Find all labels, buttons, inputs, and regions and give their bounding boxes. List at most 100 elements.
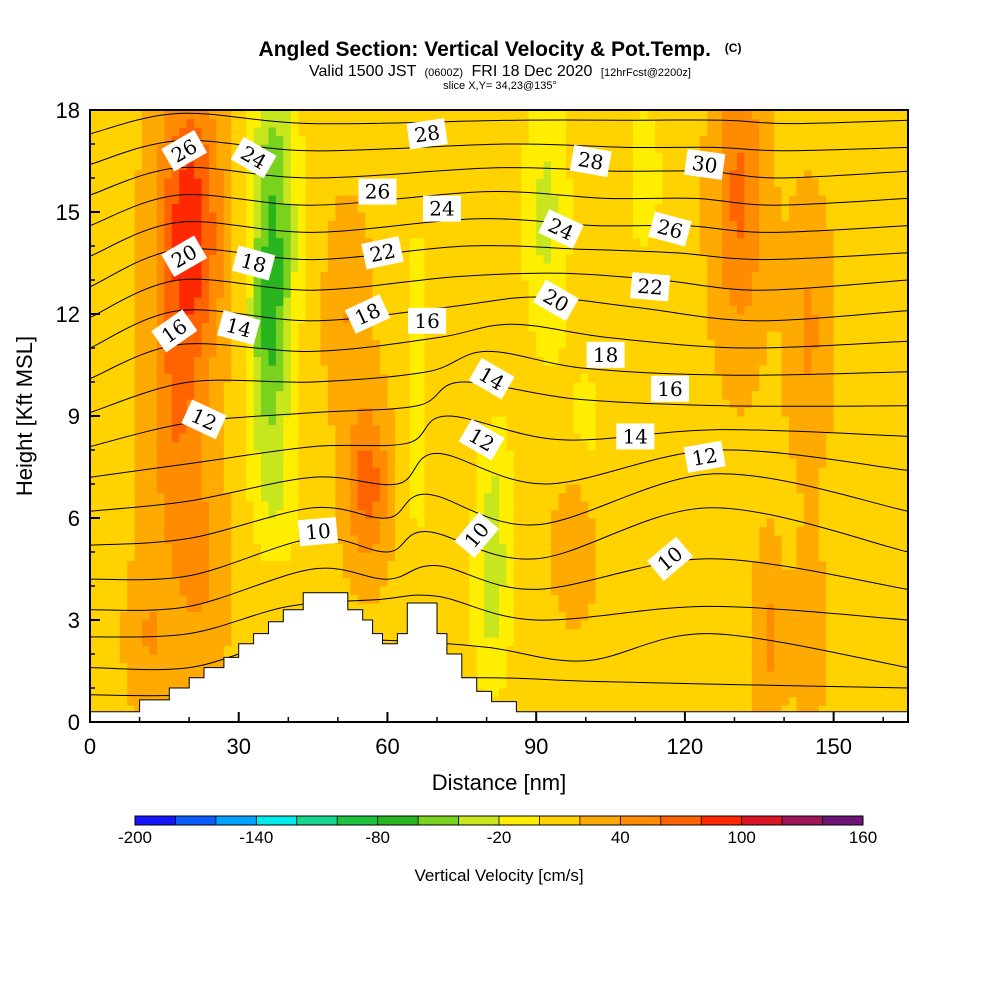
velocity-cell — [342, 195, 351, 205]
velocity-cell — [164, 127, 173, 137]
velocity-cell — [268, 416, 277, 426]
velocity-cell — [275, 127, 284, 137]
velocity-cell — [179, 509, 188, 519]
velocity-cell — [201, 543, 210, 553]
velocity-cell — [142, 518, 151, 528]
velocity-cell — [253, 467, 262, 477]
velocity-cell — [261, 416, 270, 426]
velocity-cell — [142, 322, 151, 332]
velocity-cell — [350, 339, 359, 349]
velocity-cell — [127, 501, 136, 511]
velocity-cell — [424, 569, 433, 579]
velocity-cell — [327, 501, 336, 511]
velocity-cell — [164, 484, 173, 494]
velocity-cell — [565, 407, 574, 417]
velocity-cell — [513, 322, 522, 332]
velocity-cell — [186, 314, 195, 324]
velocity-cell — [253, 620, 262, 630]
velocity-cell — [394, 280, 403, 290]
velocity-cell — [216, 203, 225, 213]
velocity-cell — [387, 152, 396, 162]
velocity-cell — [402, 628, 411, 638]
velocity-cell — [491, 399, 500, 409]
velocity-cell — [223, 509, 232, 519]
velocity-cell — [528, 271, 537, 281]
velocity-cell — [469, 390, 478, 400]
velocity-cell — [171, 586, 180, 596]
velocity-cell — [275, 560, 284, 570]
velocity-cell — [365, 518, 374, 528]
velocity-cell — [588, 535, 597, 545]
velocity-cell — [565, 552, 574, 562]
velocity-cell — [201, 178, 210, 188]
velocity-cell — [499, 577, 508, 587]
velocity-cell — [476, 628, 485, 638]
velocity-cell — [171, 110, 180, 120]
velocity-cell — [439, 161, 448, 171]
velocity-cell — [179, 433, 188, 443]
velocity-cell — [179, 220, 188, 230]
velocity-cell — [469, 144, 478, 154]
velocity-cell — [164, 365, 173, 375]
velocity-cell — [484, 118, 493, 128]
velocity-cell — [350, 518, 359, 528]
velocity-cell — [231, 509, 240, 519]
velocity-cell — [499, 518, 508, 528]
velocity-cell — [350, 543, 359, 553]
velocity-cell — [127, 603, 136, 613]
velocity-cell — [305, 263, 314, 273]
velocity-cell — [194, 526, 203, 536]
velocity-cell — [588, 365, 597, 375]
velocity-cell — [588, 586, 597, 596]
velocity-cell — [268, 161, 277, 171]
velocity-cell — [528, 305, 537, 315]
velocity-cell — [469, 118, 478, 128]
velocity-cell — [603, 620, 612, 630]
velocity-cell — [216, 271, 225, 281]
velocity-cell — [402, 458, 411, 468]
velocity-cell — [134, 586, 143, 596]
velocity-cell — [476, 288, 485, 298]
velocity-cell — [342, 416, 351, 426]
velocity-cell — [446, 586, 455, 596]
velocity-cell — [402, 314, 411, 324]
velocity-cell — [476, 552, 485, 562]
velocity-cell — [119, 297, 128, 307]
velocity-cell — [119, 118, 128, 128]
velocity-cell — [536, 271, 545, 281]
velocity-cell — [365, 407, 374, 417]
velocity-cell — [380, 416, 389, 426]
velocity-cell — [201, 348, 210, 358]
velocity-cell — [283, 322, 292, 332]
velocity-cell — [186, 271, 195, 281]
velocity-cell — [536, 620, 545, 630]
velocity-cell — [372, 433, 381, 443]
velocity-cell — [261, 433, 270, 443]
velocity-cell — [506, 382, 515, 392]
velocity-cell — [402, 518, 411, 528]
velocity-cell — [112, 645, 121, 655]
velocity-cell — [380, 475, 389, 485]
velocity-cell — [402, 305, 411, 315]
velocity-cell — [134, 118, 143, 128]
velocity-cell — [417, 467, 426, 477]
velocity-cell — [305, 144, 314, 154]
velocity-cell — [298, 603, 307, 613]
velocity-cell — [119, 399, 128, 409]
velocity-cell — [372, 288, 381, 298]
velocity-cell — [142, 390, 151, 400]
velocity-cell — [513, 195, 522, 205]
velocity-cell — [253, 186, 262, 196]
velocity-cell — [290, 331, 299, 341]
velocity-cell — [491, 679, 500, 689]
velocity-cell — [90, 348, 99, 358]
velocity-cell — [275, 569, 284, 579]
velocity-cell — [156, 475, 165, 485]
velocity-cell — [513, 628, 522, 638]
velocity-cell — [201, 144, 210, 154]
velocity-cell — [104, 144, 113, 154]
velocity-cell — [208, 246, 218, 256]
velocity-cell — [565, 705, 574, 715]
velocity-cell — [491, 195, 500, 205]
velocity-cell — [350, 229, 359, 239]
